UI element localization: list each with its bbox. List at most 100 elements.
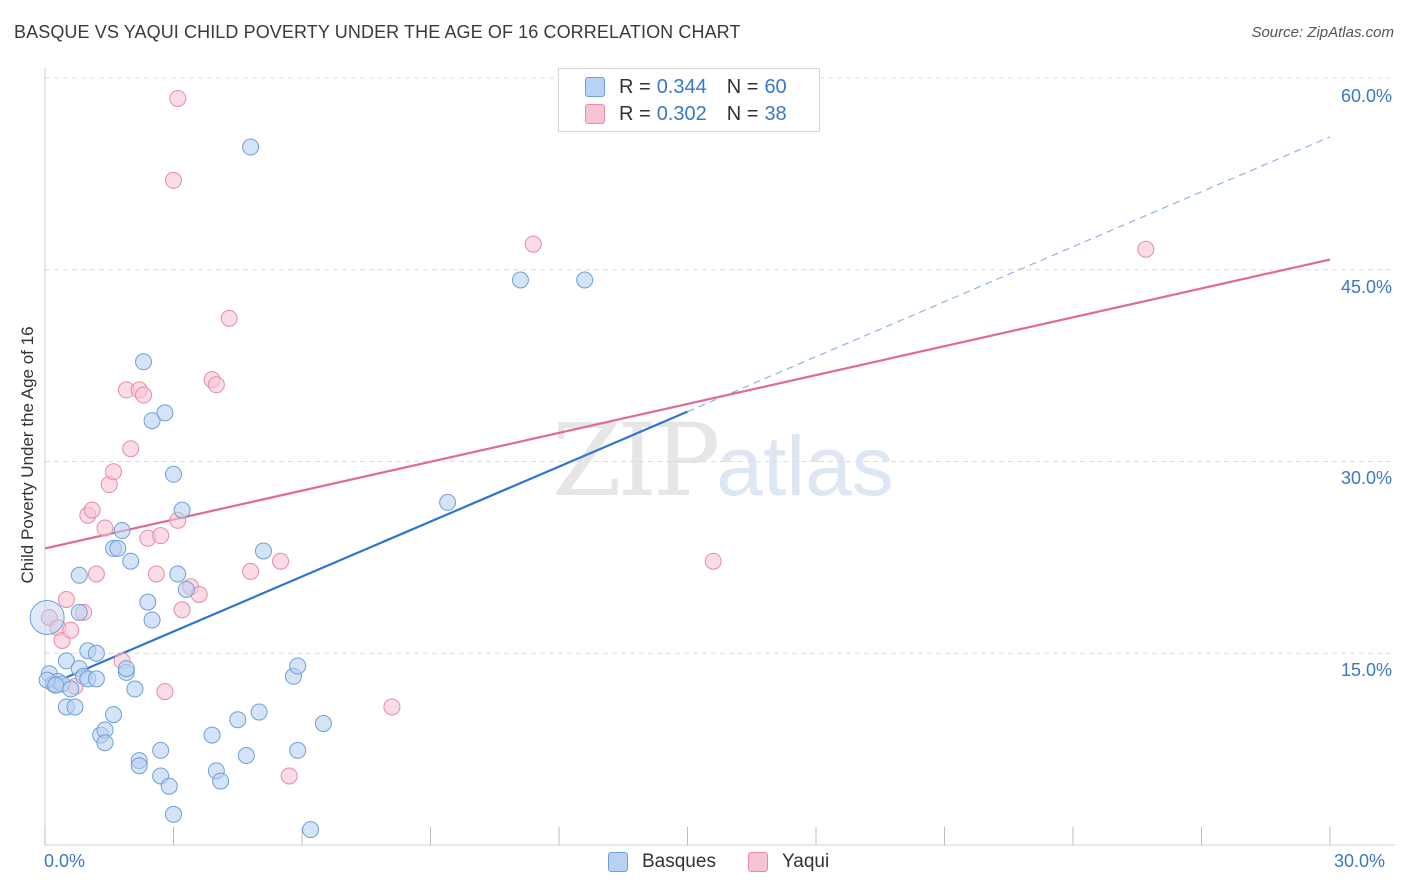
yaqui-swatch [585,104,605,124]
legend-r-value: 0.344 [656,75,707,98]
basques-point [250,703,268,721]
basques-point [212,772,230,790]
basques-point [169,565,187,583]
basques-point [203,726,221,744]
yaqui-point [152,527,170,545]
yaqui-point [272,552,290,570]
basques-point [143,611,161,629]
basques-point [229,711,247,729]
basques-point [254,542,272,560]
yaqui-point [83,501,101,519]
basques-point [70,566,88,584]
basques-point [96,734,114,752]
yaqui-point [87,565,105,583]
yaqui-trend-line [44,258,1331,550]
basques-point [126,680,144,698]
yaqui-point [96,519,114,537]
basques-point [57,652,75,670]
basques-point [105,706,123,724]
basques-point [109,539,127,557]
basques-point [165,805,182,823]
yaqui-legend-label: Yaqui [782,851,830,872]
source-credit: Source: ZipAtlas.com [1251,24,1394,41]
basques-point [173,501,191,519]
x-tick-label-min: 0.0% [44,851,86,871]
trend-lines [44,136,1331,688]
yaqui-point [105,463,123,481]
legend-row-yaqui: R = 0.302 N = 38 [585,101,787,127]
yaqui-point [280,767,298,785]
yaqui-point [169,89,187,107]
basques-point [439,493,457,511]
legend-r-label: R = [619,102,651,125]
basques-swatch [585,77,605,97]
yaqui-point [242,562,260,580]
yaqui-point [524,235,542,253]
yaqui-point [165,171,182,189]
legend-row-basques: R = 0.344 N = 60 [585,74,787,100]
basques-point [289,741,307,759]
yaqui-point [173,601,191,619]
basques-point [143,412,161,430]
basques-point [122,552,140,570]
basques-point [139,593,157,611]
legend-n-label: N = [726,75,759,98]
basques-point [87,670,105,688]
yaqui-points [40,89,1155,785]
basques-point [177,580,195,598]
basques-point [237,747,255,765]
yaqui-point [704,552,722,570]
stats-legend: R = 0.344 N = 60 R = 0.302 N = 38 [558,68,820,132]
basques-point [289,657,307,675]
basques-point [87,644,105,662]
x-tick-label-max: 30.0% [1334,851,1386,871]
basques-legend-swatch [608,852,628,872]
yaqui-point [62,621,80,639]
axes [44,68,1395,846]
yaqui-point [135,386,153,404]
watermark-zip: ZIP [552,402,720,519]
watermark-atlas: atlas [716,419,894,513]
yaqui-point [147,565,165,583]
yaqui-point [383,698,401,716]
yaqui-point [220,309,238,327]
y-tick-label-45: 45.0% [1340,277,1392,297]
basques-point [66,698,84,716]
yaqui-point [1137,240,1155,258]
basques-point [165,465,182,483]
yaqui-point [156,683,174,701]
basques-point [156,404,174,422]
basques-point [70,603,88,621]
y-tick-label-30: 30.0% [1340,468,1392,488]
watermark: ZIPatlas [552,402,894,519]
legend-n-value: 38 [764,102,787,125]
legend-n-label: N = [726,102,759,125]
y-tick-label-15: 15.0% [1340,660,1392,680]
basques-point [113,522,131,540]
yaqui-point [122,440,140,458]
basques-point [62,680,80,698]
basques-point [302,821,320,839]
basques-point [160,777,178,795]
basques-point [130,757,148,775]
basques-trend-extension [687,136,1331,413]
basques-point [511,271,529,289]
basques-point [47,676,65,694]
yaqui-point [207,376,225,394]
y-tick-label-60: 60.0% [1340,86,1392,106]
chart-title: BASQUE VS YAQUI CHILD POVERTY UNDER THE … [14,22,741,42]
legend-item-basques[interactable]: Basques [608,851,716,873]
basques-point [242,138,260,156]
legend-r-label: R = [619,75,651,98]
basques-legend-label: Basques [642,851,716,872]
basques-point-large [29,599,65,635]
basques-point [576,271,594,289]
legend-item-yaqui[interactable]: Yaqui [748,851,829,873]
basques-point [135,353,153,371]
legend-n-value: 60 [764,75,787,98]
legend-r-value: 0.302 [656,102,707,125]
basques-point [314,715,332,733]
basques-point [152,741,170,759]
basques-points [29,138,594,839]
